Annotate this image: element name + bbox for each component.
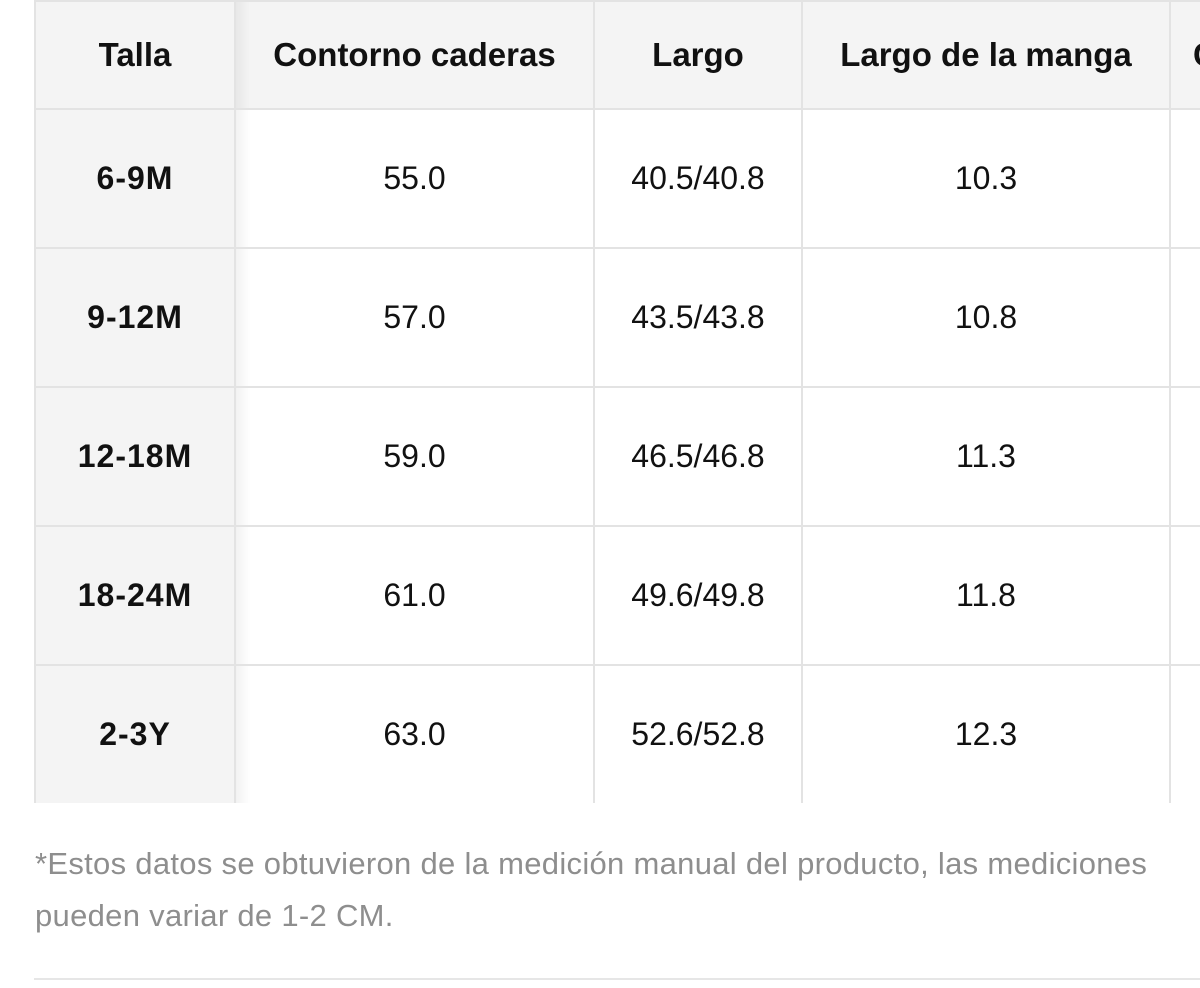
- table-row: 6-9M 55.0 40.5/40.8 10.3: [34, 108, 1200, 249]
- table-row: 9-12M 57.0 43.5/43.8 10.8: [34, 247, 1200, 388]
- truncated-cell: [1169, 664, 1200, 803]
- sleeve-cell: 10.8: [801, 247, 1171, 388]
- truncated-cell: [1169, 525, 1200, 666]
- length-cell: 52.6/52.8: [593, 664, 803, 803]
- table-header-row: Talla Contorno caderas Largo Largo de la…: [34, 0, 1200, 110]
- hip-cell: 59.0: [234, 386, 595, 527]
- hip-cell: 57.0: [234, 247, 595, 388]
- table-row: 12-18M 59.0 46.5/46.8 11.3: [34, 386, 1200, 527]
- size-cell: 2-3Y: [34, 664, 236, 803]
- length-cell: 49.6/49.8: [593, 525, 803, 666]
- length-cell: 40.5/40.8: [593, 108, 803, 249]
- size-cell: 12-18M: [34, 386, 236, 527]
- hip-cell: 55.0: [234, 108, 595, 249]
- hip-cell: 63.0: [234, 664, 595, 803]
- sleeve-cell: 11.8: [801, 525, 1171, 666]
- column-header-talla: Talla: [34, 0, 236, 110]
- length-cell: 43.5/43.8: [593, 247, 803, 388]
- measurement-disclaimer: *Estos datos se obtuvieron de la medició…: [35, 846, 1148, 933]
- sleeve-cell: 10.3: [801, 108, 1171, 249]
- size-chart-table-container[interactable]: Talla Contorno caderas Largo Largo de la…: [34, 0, 1200, 803]
- table-row: 2-3Y 63.0 52.6/52.8 12.3: [34, 664, 1200, 803]
- section-divider: [34, 978, 1200, 980]
- sleeve-cell: 12.3: [801, 664, 1171, 803]
- table-row: 18-24M 61.0 49.6/49.8 11.8: [34, 525, 1200, 666]
- length-cell: 46.5/46.8: [593, 386, 803, 527]
- size-chart-table: Talla Contorno caderas Largo Largo de la…: [34, 0, 1200, 803]
- column-header-largo: Largo: [593, 0, 803, 110]
- truncated-cell: [1169, 108, 1200, 249]
- truncated-cell: [1169, 386, 1200, 527]
- hip-cell: 61.0: [234, 525, 595, 666]
- truncated-cell: [1169, 247, 1200, 388]
- column-header-contorno-caderas: Contorno caderas: [234, 0, 595, 110]
- column-header-truncated: C: [1169, 0, 1200, 110]
- sleeve-cell: 11.3: [801, 386, 1171, 527]
- size-cell: 9-12M: [34, 247, 236, 388]
- size-cell: 6-9M: [34, 108, 236, 249]
- size-cell: 18-24M: [34, 525, 236, 666]
- column-header-largo-manga: Largo de la manga: [801, 0, 1171, 110]
